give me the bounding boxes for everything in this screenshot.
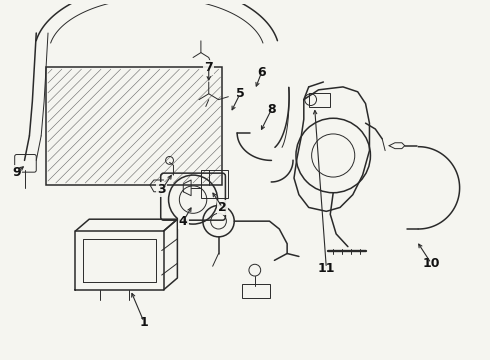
Bar xyxy=(309,93,330,107)
Text: 9: 9 xyxy=(12,166,21,179)
Text: 11: 11 xyxy=(318,262,335,275)
Text: 2: 2 xyxy=(218,201,227,214)
Text: 8: 8 xyxy=(267,103,276,116)
Bar xyxy=(46,67,222,185)
Text: 10: 10 xyxy=(422,257,440,270)
Text: 1: 1 xyxy=(140,316,148,329)
Text: 4: 4 xyxy=(179,215,188,228)
Text: 5: 5 xyxy=(236,87,245,100)
Bar xyxy=(242,284,270,298)
Text: 7: 7 xyxy=(204,61,213,74)
Text: 6: 6 xyxy=(257,66,266,79)
Bar xyxy=(201,170,228,198)
Text: 3: 3 xyxy=(157,183,166,196)
